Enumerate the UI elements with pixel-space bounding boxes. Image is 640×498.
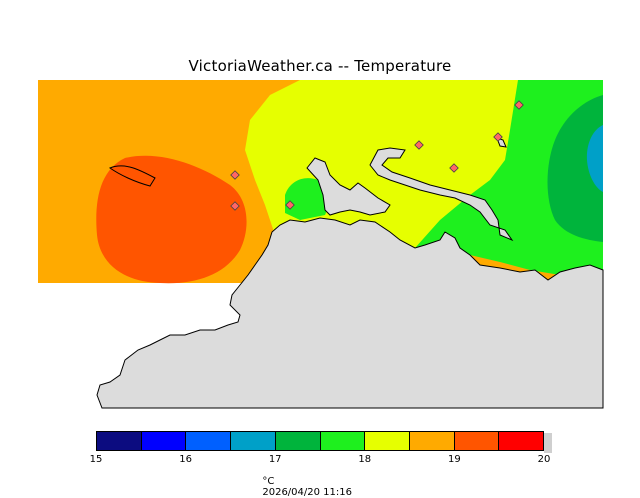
temp-band-teal	[586, 125, 603, 192]
legend-swatch	[365, 432, 410, 450]
legend-tick-label: 20	[537, 454, 551, 465]
land-harbour	[369, 147, 514, 242]
legend-swatch	[320, 432, 366, 450]
temp-band-red	[96, 155, 247, 284]
temp-band-darkgreen	[547, 95, 603, 242]
legend-caption: °C 2026/04/20 11:16	[256, 465, 352, 498]
land-island-west	[108, 165, 156, 187]
land-peninsula	[306, 157, 391, 216]
legend-tick-label: 18	[358, 454, 372, 465]
legend-color-bar	[96, 431, 544, 451]
temp-band-green	[415, 80, 603, 275]
legend-tick-label: 15	[89, 454, 103, 465]
legend-unit: °C	[262, 476, 275, 487]
temperature-map[interactable]	[0, 0, 640, 480]
station-marker[interactable]	[449, 163, 459, 173]
legend-tick-label: 19	[448, 454, 461, 465]
station-marker[interactable]	[414, 140, 424, 150]
station-marker[interactable]	[230, 201, 240, 211]
land-south	[96, 217, 604, 409]
legend-swatch	[499, 432, 544, 450]
legend-swatch	[231, 432, 276, 450]
legend-swatch	[409, 432, 455, 450]
station-marker[interactable]	[514, 100, 524, 110]
temp-band-green-patch	[285, 178, 329, 220]
legend-swatch	[275, 432, 321, 450]
legend-swatch	[186, 432, 232, 450]
legend-tick-label: 16	[179, 454, 192, 465]
legend-swatch	[141, 432, 187, 450]
legend-shadow	[544, 433, 552, 453]
legend-swatch	[454, 432, 500, 450]
station-marker[interactable]	[493, 132, 503, 142]
station-marker[interactable]	[230, 170, 240, 180]
station-markers[interactable]	[230, 100, 524, 211]
station-marker[interactable]	[285, 200, 295, 210]
map-title: VictoriaWeather.ca -- Temperature	[188, 57, 452, 75]
legend-timestamp: 2026/04/20 11:16	[262, 487, 352, 498]
legend-tick-label: 17	[268, 454, 282, 465]
legend-swatch	[97, 432, 142, 450]
